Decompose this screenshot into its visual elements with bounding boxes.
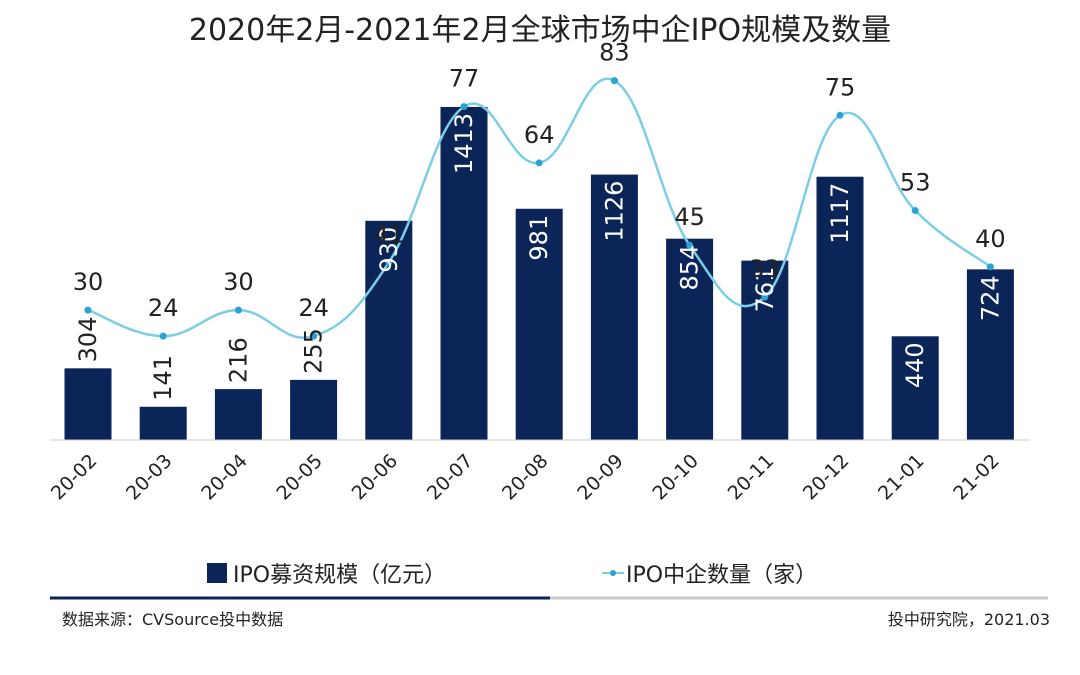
bar-21-02: [966, 269, 1014, 440]
line-point-20-06: [385, 258, 393, 266]
bar-20-05: [290, 379, 338, 440]
bar-20-10: [666, 238, 714, 440]
line-label-20-02: 30: [73, 268, 104, 296]
line-point-20-02: [84, 306, 92, 314]
line-label-20-09: 83: [599, 39, 630, 67]
bar-21-01: [891, 336, 939, 440]
line-label-20-04: 30: [223, 268, 254, 296]
x-tick-20-09: 20-09: [573, 450, 628, 505]
bar-20-12: [816, 176, 864, 440]
data-labels: 304 141 216 255 930 1413 981 1126 854 761 1117 440 7…: [73, 39, 1006, 401]
bar-label-20-06: 930: [375, 227, 403, 273]
line-point-20-11: [761, 293, 769, 301]
x-tick-20-06: 20-06: [348, 450, 403, 505]
x-tick-20-05: 20-05: [272, 450, 327, 505]
line-point-20-09: [610, 77, 618, 85]
x-tick-labels: 20-02 20-03 20-04 20-05 20-06 20-07 20-08 20-09…: [47, 450, 1004, 505]
line-point-20-03: [159, 332, 167, 340]
bar-20-11: [741, 260, 789, 440]
bar-label-20-05: 255: [300, 328, 328, 374]
bar-20-04: [214, 389, 262, 440]
line-label-20-08: 64: [524, 121, 555, 149]
credit-note: 投中研究院，2021.03: [887, 610, 1050, 629]
line-label-20-06: 41: [374, 220, 405, 248]
line-label-21-02: 40: [975, 225, 1006, 253]
legend-line-marker: [610, 570, 616, 576]
bar-20-09: [590, 174, 638, 441]
x-tick-20-07: 20-07: [423, 450, 478, 505]
bar-label-20-07: 1413: [450, 113, 478, 174]
line-label-20-07: 77: [449, 65, 480, 93]
bar-20-07: [440, 106, 488, 440]
line-point-20-10: [686, 241, 694, 249]
x-tick-20-11: 20-11: [724, 450, 779, 505]
line-point-20-12: [836, 111, 844, 119]
bar-label-20-08: 981: [525, 215, 553, 261]
bar-label-20-04: 216: [224, 337, 252, 383]
bar-series: [64, 106, 1014, 441]
x-tick-20-08: 20-08: [498, 450, 553, 505]
legend-bar-label: IPO募资规模（亿元）: [233, 563, 446, 588]
bar-20-03: [139, 406, 187, 440]
x-tick-20-03: 20-03: [122, 450, 177, 505]
bar-20-02: [64, 368, 112, 440]
line-label-20-11: 33: [750, 255, 781, 283]
bar-label-21-02: 724: [976, 275, 1004, 321]
line-label-20-12: 75: [825, 73, 856, 101]
line-point-21-02: [986, 263, 994, 271]
line-label-20-05: 24: [298, 294, 329, 322]
legend: IPO募资规模（亿元） IPO中企数量（家）: [207, 563, 817, 588]
x-tick-21-02: 21-02: [949, 450, 1004, 505]
line-label-21-01: 53: [900, 169, 931, 197]
line-point-20-08: [535, 159, 543, 167]
x-tick-20-02: 20-02: [47, 450, 102, 505]
legend-bar-swatch: [207, 563, 227, 583]
line-label-20-10: 45: [674, 203, 705, 231]
line-label-20-03: 24: [148, 294, 179, 322]
bar-label-20-12: 1117: [826, 183, 854, 244]
bar-20-06: [365, 220, 413, 440]
bar-label-20-03: 141: [149, 355, 177, 401]
x-tick-20-04: 20-04: [197, 450, 252, 505]
line-point-20-04: [234, 306, 242, 314]
chart-title: 2020年2月-2021年2月全球市场中企IPO规模及数量: [189, 13, 891, 48]
x-tick-21-01: 21-01: [874, 450, 929, 505]
bar-label-21-01: 440: [901, 342, 929, 388]
bar-label-20-11: 761: [751, 267, 779, 313]
bar-label-20-10: 854: [676, 245, 704, 291]
line-series: [84, 77, 994, 340]
bar-label-20-02: 304: [74, 317, 102, 363]
bar-20-08: [515, 208, 563, 440]
bar-label-20-09: 1126: [600, 181, 628, 242]
line-point-20-05: [310, 332, 318, 340]
line-point-21-01: [911, 207, 919, 215]
legend-line-label: IPO中企数量（家）: [626, 563, 817, 588]
line-point-20-07: [460, 103, 468, 111]
x-tick-20-10: 20-10: [648, 450, 703, 505]
source-note: 数据来源：CVSource投中数据: [62, 610, 284, 629]
x-tick-20-12: 20-12: [799, 450, 854, 505]
